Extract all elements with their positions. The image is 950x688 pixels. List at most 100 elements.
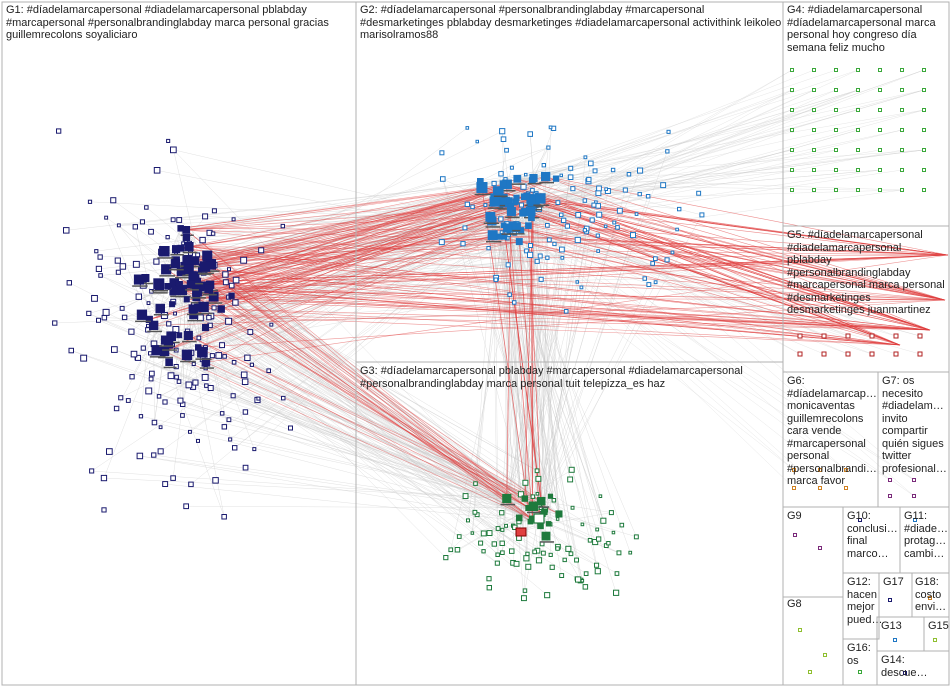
graph-node — [922, 68, 926, 72]
edge — [203, 241, 520, 269]
graph-node — [699, 212, 705, 218]
edge — [542, 235, 634, 514]
edge — [515, 227, 795, 471]
edge — [205, 195, 527, 287]
graph-node — [551, 498, 557, 503]
group-label-g14: G14: descue… — [881, 654, 928, 679]
graph-node — [858, 518, 862, 522]
graph-node — [534, 468, 540, 474]
graph-node — [888, 494, 892, 498]
edge — [545, 131, 669, 177]
graph-node — [591, 202, 597, 208]
graph-node — [101, 507, 107, 513]
graph-node — [637, 167, 644, 174]
graph-node — [486, 246, 491, 251]
edge — [230, 225, 504, 440]
edge — [507, 238, 541, 526]
graph-node — [616, 207, 623, 214]
edge — [492, 221, 921, 337]
node-label-mark — [539, 541, 555, 543]
edge — [139, 455, 531, 522]
node-label-mark — [527, 182, 542, 185]
edge — [494, 201, 949, 256]
graph-node — [228, 437, 233, 442]
node-label-mark — [539, 181, 554, 184]
edge — [221, 202, 534, 310]
group-label-g11: G11: #diade… protag… cambi… — [904, 510, 949, 560]
edge — [503, 149, 903, 226]
edge — [198, 236, 505, 348]
graph-node — [456, 534, 462, 539]
graph-node — [633, 534, 639, 540]
graph-node — [790, 128, 794, 132]
edge — [172, 291, 931, 331]
edge — [494, 201, 873, 355]
node-label-mark — [132, 285, 148, 287]
edge — [203, 268, 901, 346]
graph-node — [818, 486, 822, 490]
node-label-mark — [153, 292, 168, 294]
edge — [182, 199, 535, 292]
graph-node — [486, 585, 493, 591]
graph-node — [197, 314, 204, 322]
graph-node — [466, 518, 470, 523]
graph-node — [504, 147, 509, 153]
node-label-mark — [198, 272, 214, 275]
edge — [182, 130, 503, 292]
edge — [193, 314, 931, 331]
graph-node — [844, 468, 848, 472]
edge — [506, 206, 512, 499]
graph-node — [196, 335, 202, 341]
node-label-mark — [169, 268, 184, 271]
graph-node — [119, 305, 125, 311]
node-label-mark — [483, 222, 499, 224]
graph-node — [506, 206, 516, 216]
graph-node — [132, 224, 139, 230]
graph-node — [489, 196, 500, 207]
graph-node — [94, 249, 99, 254]
graph-node — [844, 486, 848, 490]
edge — [504, 89, 837, 203]
node-label-mark — [485, 226, 501, 228]
graph-node — [670, 250, 675, 255]
edge — [494, 201, 637, 537]
graph-node — [121, 314, 128, 321]
graph-node — [869, 351, 875, 357]
graph-node — [845, 333, 851, 339]
graph-node — [818, 468, 822, 472]
graph-node — [139, 219, 145, 225]
graph-node — [201, 357, 211, 367]
graph-node — [222, 271, 229, 278]
graph-node — [545, 255, 550, 260]
node-label-mark — [175, 295, 191, 298]
graph-node — [486, 576, 492, 582]
edge — [541, 226, 568, 502]
edge — [450, 498, 507, 550]
graph-node — [462, 225, 468, 231]
graph-node — [119, 263, 127, 270]
graph-node — [616, 550, 622, 556]
graph-node — [157, 448, 164, 455]
graph-node — [664, 257, 670, 263]
edge — [196, 296, 946, 301]
edge — [520, 89, 837, 231]
edge — [224, 236, 505, 428]
graph-node — [893, 333, 899, 339]
graph-node — [266, 368, 271, 373]
graph-node — [797, 351, 803, 357]
graph-node — [499, 230, 504, 235]
graph-node — [56, 128, 62, 134]
graph-node — [583, 571, 589, 576]
graph-node — [600, 517, 607, 524]
edge — [522, 89, 859, 214]
edge — [137, 357, 533, 520]
node-label-mark — [149, 356, 166, 358]
edge — [180, 187, 482, 249]
graph-node — [790, 68, 794, 72]
edge — [521, 229, 946, 301]
node-label-mark — [185, 289, 199, 291]
graph-node — [665, 149, 670, 154]
graph-node — [145, 387, 153, 395]
graph-node — [821, 351, 827, 357]
graph-node — [460, 241, 466, 247]
